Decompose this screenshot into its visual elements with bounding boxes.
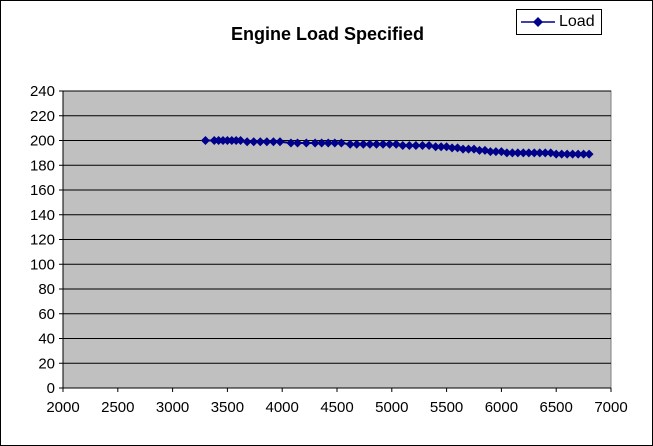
data-point <box>584 149 594 159</box>
y-tick-label: 80 <box>38 281 55 298</box>
y-tick-label: 60 <box>38 306 55 323</box>
y-tick-label: 140 <box>30 207 55 224</box>
y-tick-label: 180 <box>30 157 55 174</box>
data-point <box>365 139 375 149</box>
data-point <box>317 138 327 148</box>
y-tick-label: 120 <box>30 232 55 249</box>
data-point <box>336 138 346 148</box>
data-point <box>424 140 434 150</box>
data-point <box>458 144 468 154</box>
x-tick-label: 6500 <box>540 399 573 416</box>
data-point <box>404 140 414 150</box>
data-point <box>513 148 523 158</box>
x-tick-label: 4000 <box>266 399 299 416</box>
legend: Load <box>516 9 602 35</box>
data-point <box>491 147 501 157</box>
data-point <box>431 142 441 152</box>
data-point <box>464 144 474 154</box>
data-point <box>535 148 545 158</box>
data-point <box>562 149 572 159</box>
x-tick-label: 6000 <box>485 399 518 416</box>
data-point <box>385 139 395 149</box>
data-point <box>275 137 285 147</box>
x-tick-label: 3500 <box>211 399 244 416</box>
data-point <box>345 139 355 149</box>
data-point <box>524 148 534 158</box>
data-point <box>551 149 561 159</box>
data-point <box>573 149 583 159</box>
data-point <box>502 148 512 158</box>
data-point <box>236 136 246 145</box>
y-tick-label: 200 <box>30 133 55 150</box>
y-tick-label: 20 <box>38 355 55 372</box>
data-point <box>310 138 320 148</box>
legend-label: Load <box>559 13 595 30</box>
data-point <box>262 137 272 147</box>
y-tick-label: 100 <box>30 256 55 273</box>
data-point <box>371 139 381 149</box>
data-point <box>358 139 368 149</box>
x-tick-label: 5000 <box>375 399 408 416</box>
x-tick-label: 7000 <box>594 399 627 416</box>
data-point <box>378 139 388 149</box>
data-point <box>411 140 421 150</box>
data-point <box>518 148 528 158</box>
data-point <box>391 139 401 149</box>
data-point <box>323 138 333 148</box>
y-tick-label: 0 <box>47 380 55 397</box>
data-point <box>529 148 539 158</box>
legend-marker-icon <box>521 17 555 27</box>
data-point <box>579 149 589 159</box>
data-point <box>507 148 517 158</box>
data-point <box>242 137 252 147</box>
data-point <box>352 139 362 149</box>
data-point <box>474 145 484 155</box>
y-tick-label: 40 <box>38 331 55 348</box>
data-point <box>330 138 340 148</box>
data-point <box>293 138 303 148</box>
x-tick-label: 3000 <box>156 399 189 416</box>
data-point <box>268 137 278 147</box>
x-tick-label: 2500 <box>101 399 134 416</box>
data-point <box>249 137 259 147</box>
x-tick-label: 5500 <box>430 399 463 416</box>
y-tick-label: 220 <box>30 108 55 125</box>
data-point <box>286 138 296 148</box>
data-point <box>568 149 578 159</box>
data-point <box>398 140 408 150</box>
data-point <box>200 136 210 145</box>
chart-title: Engine Load Specified <box>230 24 425 44</box>
data-point <box>557 149 567 159</box>
x-tick-label: 2000 <box>46 399 79 416</box>
y-tick-label: 160 <box>30 182 55 199</box>
data-point <box>436 142 446 152</box>
data-point <box>540 148 550 158</box>
y-tick-label: 240 <box>30 83 55 100</box>
data-point <box>485 147 495 157</box>
data-point <box>417 140 427 150</box>
data-point <box>447 143 457 153</box>
data-point <box>301 138 311 148</box>
data-point <box>255 137 265 147</box>
x-tick-label: 4500 <box>320 399 353 416</box>
